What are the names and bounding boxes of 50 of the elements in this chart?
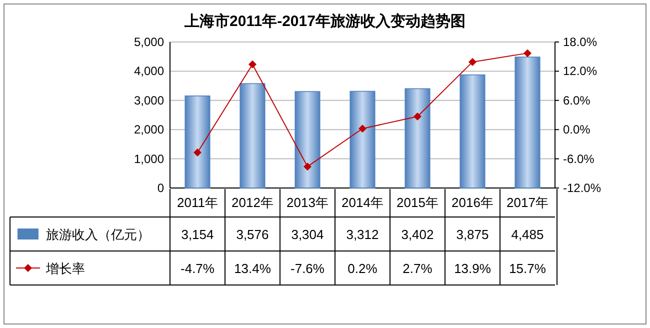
y2-tick-label: -6.0% xyxy=(563,152,595,166)
y-tick-label: 4,000 xyxy=(134,64,164,78)
chart-title: 上海市2011年-2017年旅游收入变动趋势图 xyxy=(184,12,466,30)
data-label: 2.7% xyxy=(402,261,433,276)
x-tick-label: 2011年 xyxy=(177,195,218,210)
data-label: 3,576 xyxy=(236,227,269,242)
data-label: -7.6% xyxy=(290,261,325,276)
bar xyxy=(294,91,320,188)
bar xyxy=(350,90,376,188)
y-tick-label: 0 xyxy=(157,181,164,195)
y2-tick-label: 18.0% xyxy=(563,35,598,49)
x-tick-label: 2014年 xyxy=(342,195,384,210)
x-tick-label: 2016年 xyxy=(452,195,494,210)
y-tick-label: 5,000 xyxy=(134,35,164,49)
data-label: 4,485 xyxy=(511,227,544,242)
point xyxy=(194,148,202,156)
point xyxy=(524,49,532,58)
y-tick-label: 1,000 xyxy=(134,152,164,166)
point xyxy=(304,162,312,171)
bar xyxy=(460,74,486,188)
legend-label: 旅游收入（亿元） xyxy=(46,227,150,242)
data-label: 3,304 xyxy=(291,227,324,242)
data-label: 15.7% xyxy=(509,261,546,276)
x-tick-label: 2013年 xyxy=(286,195,328,210)
y-tick-label: 2,000 xyxy=(134,122,164,137)
data-label: 13.4% xyxy=(234,261,272,276)
x-tick-label: 2012年 xyxy=(232,195,274,210)
data-label: 0.2% xyxy=(348,261,378,276)
y2-tick-label: 12.0% xyxy=(563,64,598,78)
data-label: 3,154 xyxy=(181,227,214,242)
point xyxy=(414,112,422,120)
data-label: 3,402 xyxy=(401,227,434,242)
point xyxy=(468,58,476,66)
x-tick-label: 2015年 xyxy=(396,195,438,210)
legend-label: 增长率 xyxy=(45,261,85,276)
y2-tick-label: -12.0% xyxy=(563,181,602,195)
bar xyxy=(184,96,210,188)
data-label: 13.9% xyxy=(454,261,492,276)
y2-tick-label: 0.0% xyxy=(563,122,591,137)
bar xyxy=(404,88,430,188)
data-label: 3,875 xyxy=(456,227,489,242)
y2-tick-label: 6.0% xyxy=(563,93,591,108)
y-tick-label: 3,000 xyxy=(134,93,164,108)
bar xyxy=(514,56,540,188)
point xyxy=(358,124,366,133)
data-label: -4.7% xyxy=(180,261,215,276)
x-tick-label: 2017年 xyxy=(506,195,548,210)
data-label: 3,312 xyxy=(346,227,379,242)
bar xyxy=(240,83,266,188)
point xyxy=(248,60,256,68)
